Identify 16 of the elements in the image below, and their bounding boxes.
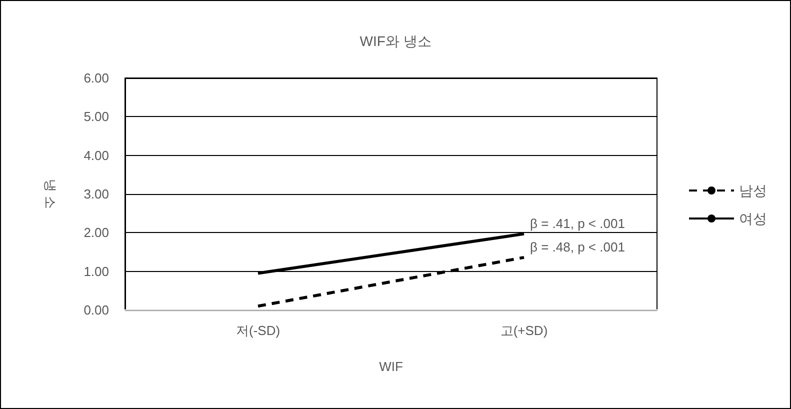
x-axis-title: WIF [379, 359, 403, 374]
y-tick-label: 1.00 [84, 264, 109, 279]
annotation: β = .48, p < .001 [530, 239, 625, 254]
legend-label: 여성 [739, 210, 767, 226]
y-tick-label: 4.00 [84, 148, 109, 163]
x-tick-label: 저(-SD) [236, 323, 280, 338]
legend-label: 남성 [739, 182, 767, 198]
chart-title: WIF와 냉소 [360, 33, 432, 49]
annotation: β = .41, p < .001 [530, 216, 625, 231]
y-tick-label: 5.00 [84, 109, 109, 124]
x-tick-label: 고(+SD) [500, 323, 548, 338]
y-tick-label: 3.00 [84, 186, 109, 202]
y-tick-label: 6.00 [84, 70, 109, 86]
y-tick-label: 0.00 [84, 302, 109, 318]
y-tick-label: 2.00 [84, 225, 109, 240]
y-axis-title: 냉 소 [43, 179, 58, 209]
